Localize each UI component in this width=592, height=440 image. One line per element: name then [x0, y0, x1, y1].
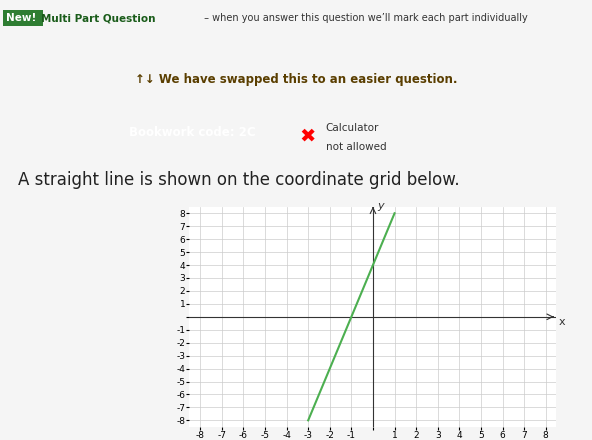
Text: x: x: [559, 316, 565, 326]
Text: – when you answer this question we’ll mark each part individually: – when you answer this question we’ll ma…: [201, 13, 528, 23]
Text: New!: New!: [6, 13, 40, 23]
Text: Calculator: Calculator: [326, 123, 379, 132]
Text: Multi Part Question: Multi Part Question: [41, 13, 156, 23]
Text: y: y: [377, 202, 384, 211]
Text: not allowed: not allowed: [326, 143, 386, 152]
Text: ↑↓ We have swapped this to an easier question.: ↑↓ We have swapped this to an easier que…: [135, 73, 457, 86]
Text: ✖: ✖: [299, 127, 316, 146]
Text: Bookwork code: 2C: Bookwork code: 2C: [129, 125, 256, 139]
Text: A straight line is shown on the coordinate grid below.: A straight line is shown on the coordina…: [18, 172, 459, 189]
